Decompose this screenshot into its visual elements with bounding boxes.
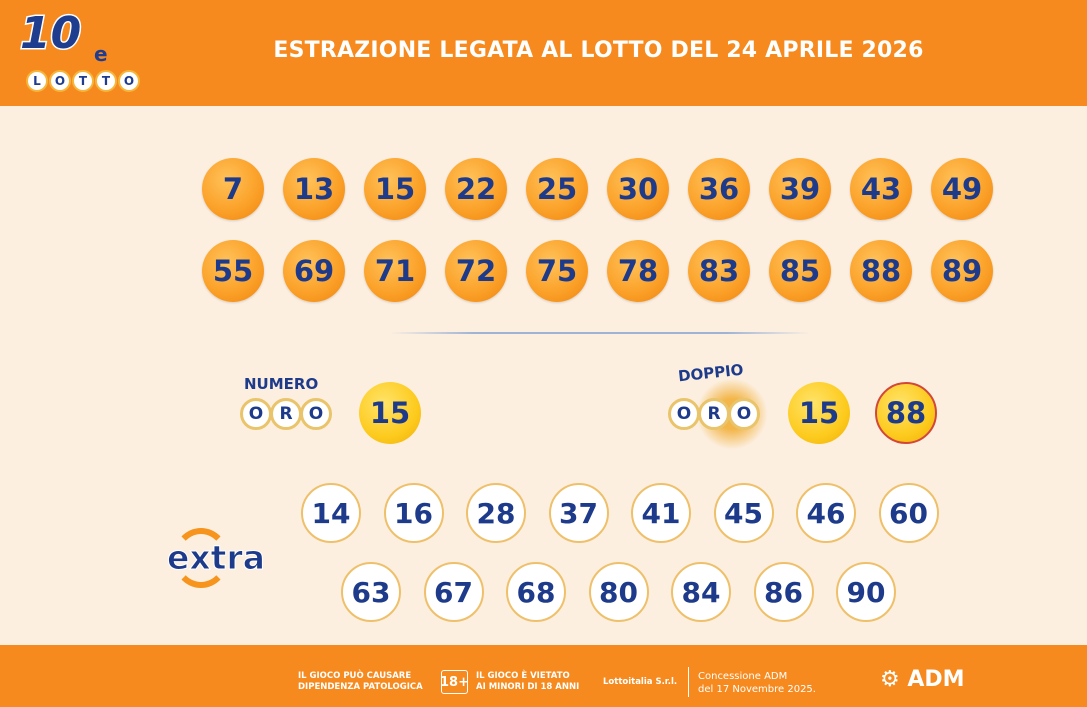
logo-letter: O xyxy=(49,70,71,92)
main-number-ball: 25 xyxy=(526,158,588,220)
main-number-ball: 78 xyxy=(607,240,669,302)
main-number-ball: 15 xyxy=(364,158,426,220)
main-number-ball: 43 xyxy=(850,158,912,220)
oro-letter: O xyxy=(728,398,760,430)
extra-numbers-row-1: 14 16 28 37 41 45 46 60 xyxy=(301,483,961,543)
main-number-ball: 72 xyxy=(445,240,507,302)
extra-number-ball: 60 xyxy=(878,483,939,543)
extra-number-ball: 41 xyxy=(631,483,691,543)
warning-gambling: IL GIOCO PUÒ CAUSARE DIPENDENZA PATOLOGIC… xyxy=(298,671,423,692)
extra-number-ball: 86 xyxy=(753,562,814,622)
numero-oro-ball: 15 xyxy=(359,382,421,444)
warning-minors: IL GIOCO È VIETATO AI MINORI DI 18 ANNI xyxy=(476,671,580,692)
extra-number-ball: 84 xyxy=(671,562,731,622)
numero-oro-label: NUMERO xyxy=(244,375,319,393)
main-number-ball: 75 xyxy=(526,240,588,302)
extra-number-ball: 37 xyxy=(548,483,609,543)
oro-letter: R xyxy=(270,398,302,430)
extra-number-ball: 63 xyxy=(341,562,401,622)
main-number-ball: 49 xyxy=(931,158,993,220)
main-number-ball: 69 xyxy=(283,240,345,302)
extra-number-ball: 68 xyxy=(506,562,566,622)
main-number-ball: 22 xyxy=(445,158,507,220)
extra-numbers-row-2: 63 67 68 80 84 86 90 xyxy=(341,562,919,622)
logo-letter: O xyxy=(118,70,140,92)
concession: Concessione ADM del 17 Novembre 2025. xyxy=(698,671,816,695)
logo-ten: 10 xyxy=(18,7,82,61)
main-number-ball: 88 xyxy=(850,240,912,302)
divider xyxy=(390,332,810,334)
main-number-ball: 55 xyxy=(202,240,264,302)
footer xyxy=(0,645,1087,707)
oro-letter: O xyxy=(240,398,272,430)
extra-number-ball: 28 xyxy=(466,483,526,543)
main-number-ball: 89 xyxy=(931,240,993,302)
logo-letter: T xyxy=(95,70,117,92)
logo-e: e xyxy=(94,42,108,66)
main-numbers-row-2: 55 69 71 72 75 78 83 85 88 89 xyxy=(202,240,1012,302)
extra-number-ball: 90 xyxy=(836,562,896,622)
main-number-ball: 30 xyxy=(607,158,669,220)
main-number-ball: 36 xyxy=(688,158,750,220)
extra-number-ball: 67 xyxy=(423,562,484,622)
oro-letter: O xyxy=(300,398,332,430)
extra-logo-text: extra xyxy=(167,538,266,578)
adm-logo: ⚙ ADM xyxy=(880,667,965,692)
age-18-badge: 18+ xyxy=(440,670,469,694)
company-name: Lottoitalia S.r.l. xyxy=(603,677,678,687)
logo-letter: T xyxy=(72,70,94,92)
oro-letter: R xyxy=(698,398,730,430)
extra-number-ball: 14 xyxy=(301,483,361,543)
footer-separator xyxy=(688,667,689,697)
doppio-oro-ball-1: 15 xyxy=(788,382,850,444)
main-number-ball: 7 xyxy=(202,158,264,220)
main-numbers-row-1: 7 13 15 22 25 30 36 39 43 49 xyxy=(202,158,1012,220)
main-number-ball: 85 xyxy=(769,240,831,302)
extra-logo: extra xyxy=(165,528,285,590)
main-number-ball: 39 xyxy=(769,158,831,220)
main-number-ball: 71 xyxy=(364,240,426,302)
doppio-oro-ball-2: 88 xyxy=(875,382,937,444)
extra-number-ball: 16 xyxy=(383,483,444,543)
page-title: ESTRAZIONE LEGATA AL LOTTO DEL 24 APRILE… xyxy=(273,38,924,63)
extra-number-ball: 46 xyxy=(796,483,856,543)
extra-number-ball: 45 xyxy=(713,483,774,543)
oro-letter: O xyxy=(668,398,700,430)
main-number-ball: 83 xyxy=(688,240,750,302)
extra-number-ball: 80 xyxy=(588,562,649,622)
main-number-ball: 13 xyxy=(283,158,345,220)
logo-letter: L xyxy=(26,70,48,92)
